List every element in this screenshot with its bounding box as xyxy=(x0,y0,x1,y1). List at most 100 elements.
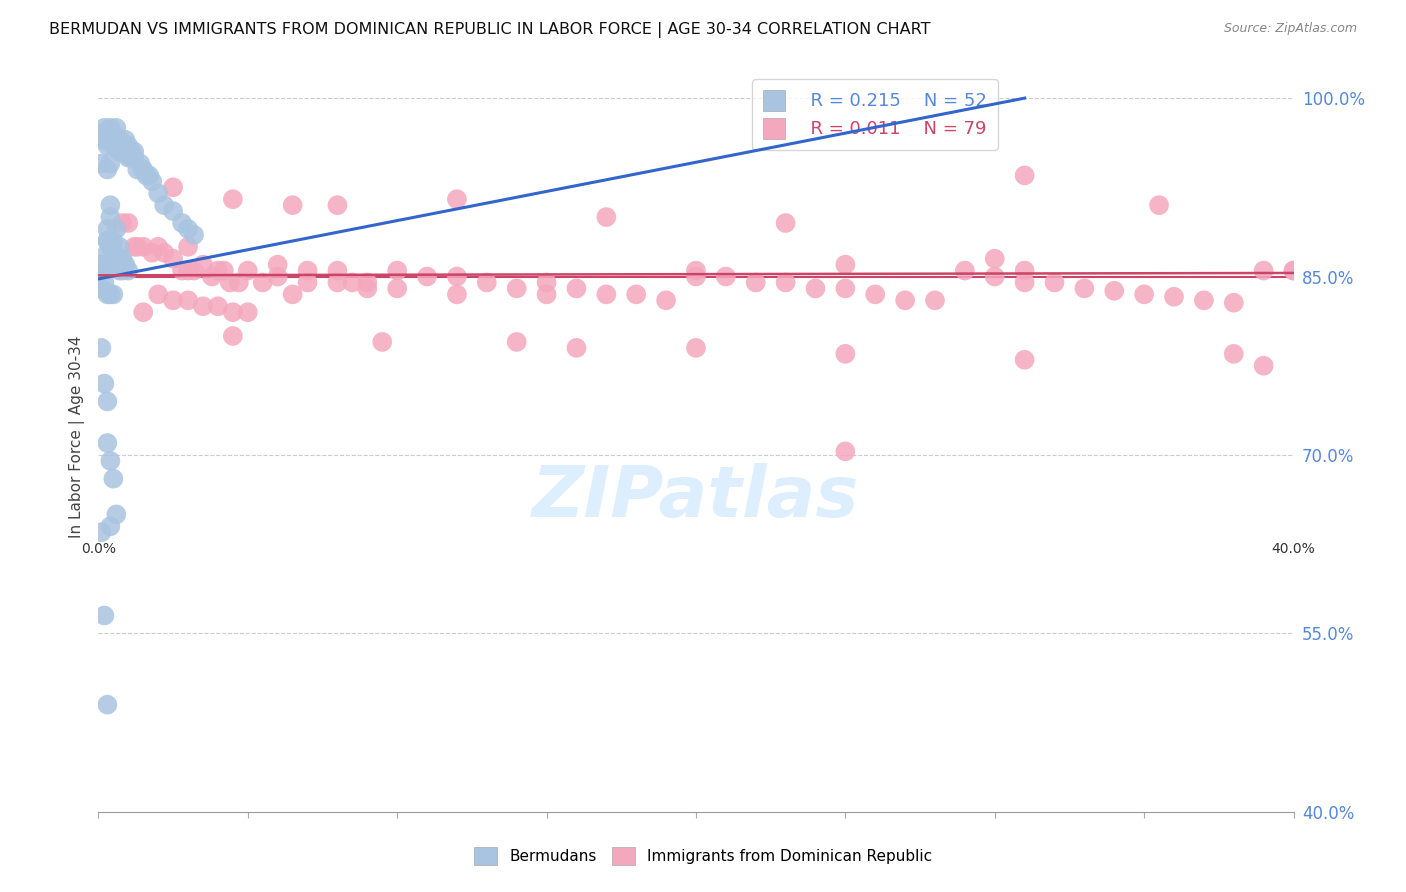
Point xyxy=(172,263,194,277)
Point xyxy=(297,276,319,290)
Point xyxy=(153,245,176,260)
Point xyxy=(834,258,856,272)
Point xyxy=(103,138,125,153)
Point xyxy=(111,263,134,277)
Point xyxy=(103,252,125,266)
Point xyxy=(236,263,259,277)
Point xyxy=(177,240,200,254)
Point xyxy=(865,287,887,301)
Point xyxy=(326,263,349,277)
Point xyxy=(506,281,529,295)
Point xyxy=(98,240,122,254)
Y-axis label: In Labor Force | Age 30-34: In Labor Force | Age 30-34 xyxy=(69,335,84,539)
Point xyxy=(267,258,290,272)
Point xyxy=(108,138,131,153)
Point xyxy=(565,341,588,355)
Point xyxy=(162,252,184,266)
Point xyxy=(219,276,242,290)
Point xyxy=(153,198,176,212)
Point xyxy=(111,138,134,153)
Point xyxy=(1253,359,1275,373)
Point xyxy=(132,162,155,177)
Point xyxy=(775,276,797,290)
Point xyxy=(281,287,304,301)
Point xyxy=(90,341,112,355)
Point xyxy=(132,305,155,319)
Point xyxy=(385,263,409,277)
Point xyxy=(834,444,856,458)
Point xyxy=(714,269,737,284)
Point xyxy=(207,263,229,277)
Point xyxy=(148,186,170,201)
Point xyxy=(222,329,245,343)
Point xyxy=(96,234,118,248)
Point xyxy=(506,334,529,349)
Point xyxy=(172,216,194,230)
Point xyxy=(1133,287,1156,301)
Point xyxy=(96,287,118,301)
Point xyxy=(446,269,468,284)
Point xyxy=(103,287,125,301)
Point xyxy=(342,276,364,290)
Point xyxy=(93,133,115,147)
Point xyxy=(804,281,827,295)
Point xyxy=(105,120,128,135)
Point xyxy=(103,127,125,141)
Legend: Bermudans, Immigrants from Dominican Republic: Bermudans, Immigrants from Dominican Rep… xyxy=(468,841,938,871)
Text: 40.0%: 40.0% xyxy=(1271,542,1316,556)
Point xyxy=(834,347,856,361)
Point xyxy=(1282,263,1305,277)
Point xyxy=(1282,263,1305,277)
Point xyxy=(183,263,205,277)
Point xyxy=(685,341,707,355)
Point xyxy=(953,263,976,277)
Point xyxy=(281,198,304,212)
Point xyxy=(124,240,146,254)
Point xyxy=(177,263,200,277)
Point xyxy=(117,151,139,165)
Point xyxy=(162,204,184,219)
Point xyxy=(103,472,125,486)
Point xyxy=(96,162,118,177)
Point xyxy=(446,287,468,301)
Point xyxy=(120,145,142,159)
Point xyxy=(536,276,558,290)
Point xyxy=(93,120,115,135)
Point xyxy=(236,305,259,319)
Point xyxy=(595,287,617,301)
Point xyxy=(1014,352,1036,367)
Point xyxy=(108,145,131,159)
Point xyxy=(90,525,112,540)
Point xyxy=(626,287,648,301)
Text: 0.0%: 0.0% xyxy=(82,542,115,556)
Point xyxy=(103,234,125,248)
Point xyxy=(1223,295,1246,310)
Point xyxy=(98,210,122,224)
Point xyxy=(117,216,139,230)
Point xyxy=(252,276,274,290)
Point xyxy=(183,227,205,242)
Point xyxy=(117,145,139,159)
Text: Source: ZipAtlas.com: Source: ZipAtlas.com xyxy=(1223,22,1357,36)
Point xyxy=(385,281,409,295)
Point xyxy=(775,216,797,230)
Point xyxy=(96,436,118,450)
Point xyxy=(894,293,917,308)
Point xyxy=(114,138,136,153)
Point xyxy=(297,263,319,277)
Point xyxy=(124,145,146,159)
Point xyxy=(148,287,170,301)
Point xyxy=(267,269,290,284)
Point xyxy=(93,263,115,277)
Point xyxy=(96,394,118,409)
Point xyxy=(93,258,115,272)
Point xyxy=(655,293,678,308)
Point xyxy=(98,156,122,170)
Point xyxy=(371,334,394,349)
Point xyxy=(177,293,200,308)
Point xyxy=(96,222,118,236)
Point xyxy=(127,240,149,254)
Point xyxy=(326,276,349,290)
Point xyxy=(117,138,139,153)
Point xyxy=(446,192,468,206)
